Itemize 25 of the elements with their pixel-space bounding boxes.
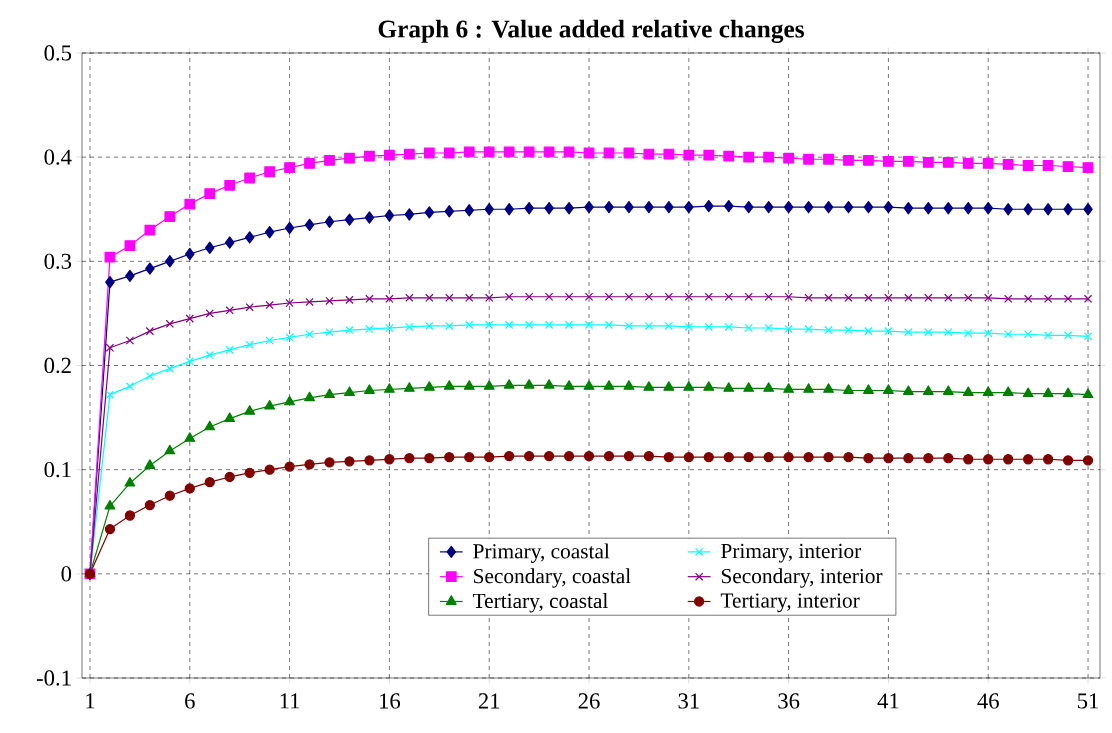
x-tick-label: 46 (977, 693, 999, 709)
legend-label: Secondary, interior (721, 568, 883, 588)
y-tick-label: 0.1 (44, 461, 71, 478)
y-tick-label: 0.5 (44, 45, 72, 61)
legend-label: Secondary, coastal (474, 568, 631, 588)
x-tick-label: 41 (877, 693, 899, 709)
y-tick-label: 0 (61, 566, 72, 582)
legend-label: Primary, coastal (473, 543, 610, 563)
y-tick-label: -0.1 (36, 670, 71, 686)
x-tick-label: 16 (380, 693, 401, 709)
legend-label: Tertiary, coastal (472, 593, 608, 613)
x-tick-label: 6 (185, 693, 195, 709)
y-tick-label: 0.4 (44, 149, 72, 165)
x-tick-label: 21 (478, 693, 500, 709)
x-tick-label: 1 (86, 693, 95, 709)
x-tick-label: 31 (678, 693, 699, 709)
y-tick-label: 0.3 (44, 253, 72, 270)
legend-label: Primary, interior (721, 543, 862, 563)
chart-title: Graph 6 : Value added relative changes (378, 19, 804, 43)
x-tick-label: 36 (778, 693, 800, 709)
x-tick-label: 26 (578, 693, 600, 709)
x-tick-label: 51 (1078, 693, 1099, 709)
legend-label: Tertiary, interior (720, 593, 860, 613)
y-tick-label: 0.2 (44, 357, 71, 374)
x-tick-label: 11 (280, 693, 300, 709)
